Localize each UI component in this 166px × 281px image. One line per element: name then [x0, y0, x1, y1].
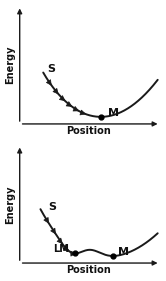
Text: M: M [118, 247, 129, 257]
Y-axis label: Energy: Energy [5, 185, 16, 224]
Text: S: S [47, 64, 55, 74]
Text: LM: LM [53, 244, 69, 254]
Text: S: S [49, 202, 57, 212]
X-axis label: Position: Position [66, 126, 111, 136]
Y-axis label: Energy: Energy [5, 46, 16, 85]
X-axis label: Position: Position [66, 266, 111, 275]
Text: M: M [108, 108, 119, 118]
